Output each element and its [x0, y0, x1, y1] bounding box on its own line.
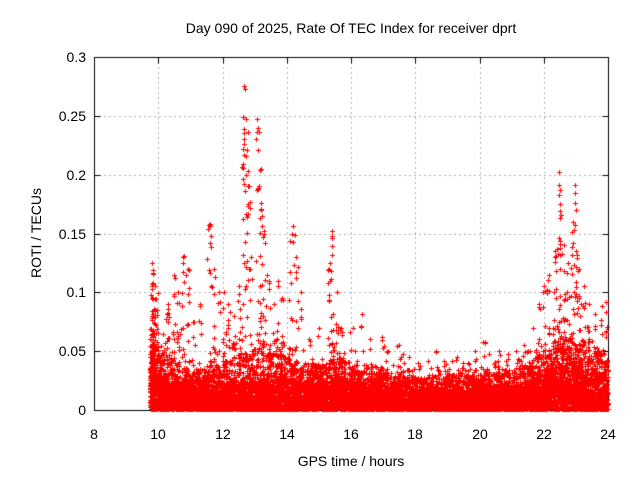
y-tick-label: 0: [78, 402, 86, 418]
y-tick-label: 0.05: [58, 343, 86, 359]
chart-title: Day 090 of 2025, Rate Of TEC Index for r…: [185, 20, 517, 36]
y-tick-label: 0.3: [66, 49, 86, 65]
x-axis-title: GPS time / hours: [297, 453, 405, 469]
y-tick-label: 0.2: [66, 167, 86, 183]
y-tick-label: 0.25: [58, 108, 86, 124]
x-tick-label: 20: [472, 426, 488, 442]
x-tick-label: 22: [536, 426, 552, 442]
x-tick-label: 10: [150, 426, 166, 442]
x-tick-label: 16: [343, 426, 359, 442]
x-tick-label: 24: [600, 426, 616, 442]
x-tick-label: 8: [90, 426, 98, 442]
x-tick-label: 14: [279, 426, 295, 442]
x-tick-label: 18: [407, 426, 423, 442]
y-tick-label: 0.1: [66, 284, 86, 300]
y-tick-label: 0.15: [58, 226, 86, 242]
x-tick-label: 12: [215, 426, 231, 442]
